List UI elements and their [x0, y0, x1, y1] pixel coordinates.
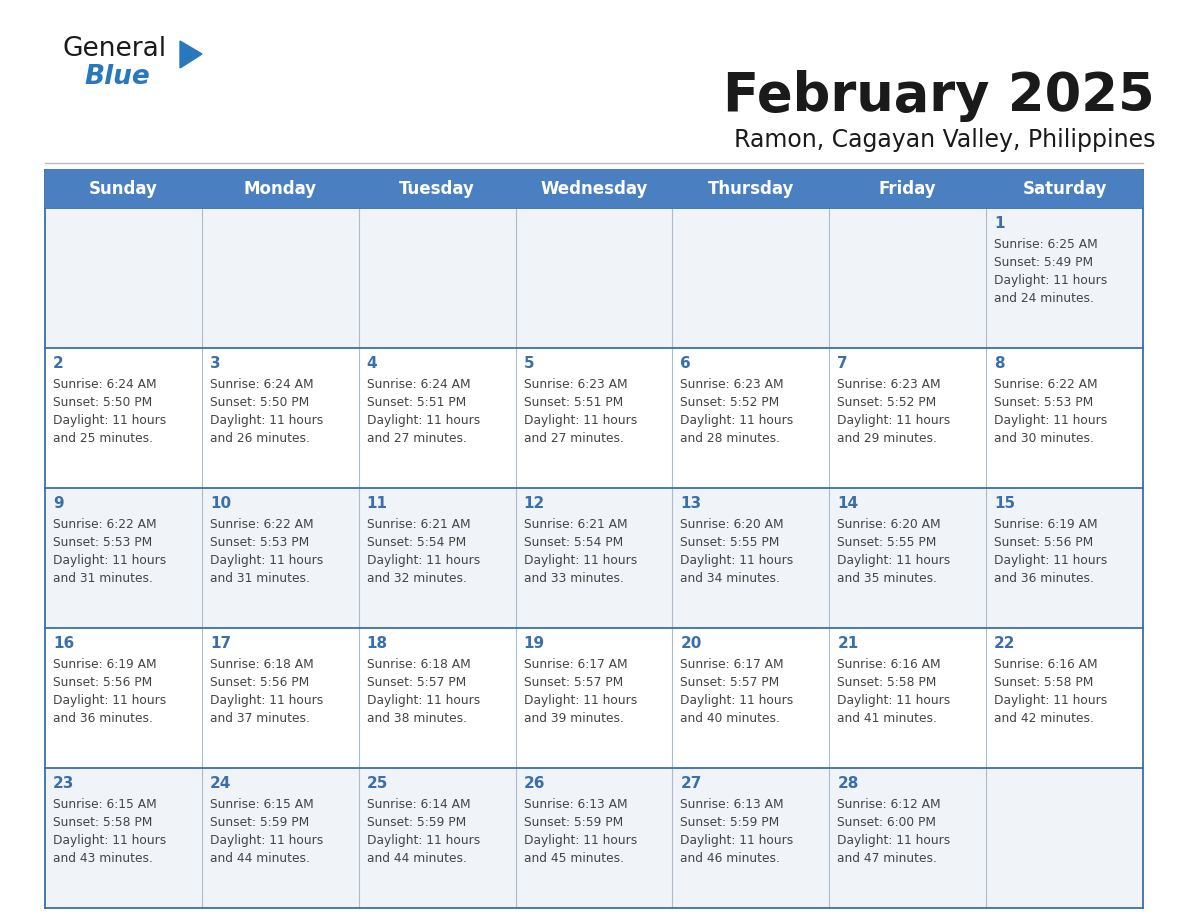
Text: Sunrise: 6:19 AM
Sunset: 5:56 PM
Daylight: 11 hours
and 36 minutes.: Sunrise: 6:19 AM Sunset: 5:56 PM Dayligh… [53, 658, 166, 725]
Text: 1: 1 [994, 216, 1005, 231]
Text: 21: 21 [838, 636, 859, 651]
Text: Sunrise: 6:16 AM
Sunset: 5:58 PM
Daylight: 11 hours
and 41 minutes.: Sunrise: 6:16 AM Sunset: 5:58 PM Dayligh… [838, 658, 950, 725]
Text: Wednesday: Wednesday [541, 180, 647, 198]
Text: 24: 24 [210, 776, 232, 791]
Text: 27: 27 [681, 776, 702, 791]
Text: 11: 11 [367, 496, 387, 511]
Text: February 2025: February 2025 [723, 70, 1155, 122]
Text: 6: 6 [681, 356, 691, 371]
Text: 22: 22 [994, 636, 1016, 651]
Text: Sunrise: 6:20 AM
Sunset: 5:55 PM
Daylight: 11 hours
and 34 minutes.: Sunrise: 6:20 AM Sunset: 5:55 PM Dayligh… [681, 518, 794, 585]
Text: 2: 2 [53, 356, 64, 371]
Text: Sunrise: 6:18 AM
Sunset: 5:57 PM
Daylight: 11 hours
and 38 minutes.: Sunrise: 6:18 AM Sunset: 5:57 PM Dayligh… [367, 658, 480, 725]
Text: 13: 13 [681, 496, 702, 511]
Bar [45, 348, 1143, 488]
Text: Sunrise: 6:24 AM
Sunset: 5:50 PM
Daylight: 11 hours
and 25 minutes.: Sunrise: 6:24 AM Sunset: 5:50 PM Dayligh… [53, 378, 166, 445]
Bar [45, 208, 1143, 348]
Text: Sunrise: 6:17 AM
Sunset: 5:57 PM
Daylight: 11 hours
and 40 minutes.: Sunrise: 6:17 AM Sunset: 5:57 PM Dayligh… [681, 658, 794, 725]
Text: Sunrise: 6:13 AM
Sunset: 5:59 PM
Daylight: 11 hours
and 45 minutes.: Sunrise: 6:13 AM Sunset: 5:59 PM Dayligh… [524, 798, 637, 865]
Text: Sunrise: 6:17 AM
Sunset: 5:57 PM
Daylight: 11 hours
and 39 minutes.: Sunrise: 6:17 AM Sunset: 5:57 PM Dayligh… [524, 658, 637, 725]
Text: Sunrise: 6:15 AM
Sunset: 5:59 PM
Daylight: 11 hours
and 44 minutes.: Sunrise: 6:15 AM Sunset: 5:59 PM Dayligh… [210, 798, 323, 865]
Text: Thursday: Thursday [708, 180, 794, 198]
Text: Sunrise: 6:25 AM
Sunset: 5:49 PM
Daylight: 11 hours
and 24 minutes.: Sunrise: 6:25 AM Sunset: 5:49 PM Dayligh… [994, 238, 1107, 305]
Text: Sunrise: 6:24 AM
Sunset: 5:51 PM
Daylight: 11 hours
and 27 minutes.: Sunrise: 6:24 AM Sunset: 5:51 PM Dayligh… [367, 378, 480, 445]
Text: Sunrise: 6:23 AM
Sunset: 5:51 PM
Daylight: 11 hours
and 27 minutes.: Sunrise: 6:23 AM Sunset: 5:51 PM Dayligh… [524, 378, 637, 445]
Text: Sunrise: 6:23 AM
Sunset: 5:52 PM
Daylight: 11 hours
and 28 minutes.: Sunrise: 6:23 AM Sunset: 5:52 PM Dayligh… [681, 378, 794, 445]
Bar [45, 768, 1143, 908]
Text: 23: 23 [53, 776, 75, 791]
Text: 12: 12 [524, 496, 545, 511]
Text: 18: 18 [367, 636, 387, 651]
Text: Friday: Friday [879, 180, 936, 198]
Text: 17: 17 [210, 636, 230, 651]
Text: 19: 19 [524, 636, 544, 651]
Text: Sunday: Sunday [89, 180, 158, 198]
Text: 5: 5 [524, 356, 535, 371]
Text: Sunrise: 6:18 AM
Sunset: 5:56 PM
Daylight: 11 hours
and 37 minutes.: Sunrise: 6:18 AM Sunset: 5:56 PM Dayligh… [210, 658, 323, 725]
Polygon shape [181, 41, 202, 68]
Text: Sunrise: 6:23 AM
Sunset: 5:52 PM
Daylight: 11 hours
and 29 minutes.: Sunrise: 6:23 AM Sunset: 5:52 PM Dayligh… [838, 378, 950, 445]
Bar [45, 170, 1143, 208]
Text: Sunrise: 6:22 AM
Sunset: 5:53 PM
Daylight: 11 hours
and 31 minutes.: Sunrise: 6:22 AM Sunset: 5:53 PM Dayligh… [210, 518, 323, 585]
Text: Sunrise: 6:13 AM
Sunset: 5:59 PM
Daylight: 11 hours
and 46 minutes.: Sunrise: 6:13 AM Sunset: 5:59 PM Dayligh… [681, 798, 794, 865]
Text: Sunrise: 6:24 AM
Sunset: 5:50 PM
Daylight: 11 hours
and 26 minutes.: Sunrise: 6:24 AM Sunset: 5:50 PM Dayligh… [210, 378, 323, 445]
Text: Blue: Blue [84, 64, 150, 90]
Text: Sunrise: 6:21 AM
Sunset: 5:54 PM
Daylight: 11 hours
and 33 minutes.: Sunrise: 6:21 AM Sunset: 5:54 PM Dayligh… [524, 518, 637, 585]
Text: Sunrise: 6:20 AM
Sunset: 5:55 PM
Daylight: 11 hours
and 35 minutes.: Sunrise: 6:20 AM Sunset: 5:55 PM Dayligh… [838, 518, 950, 585]
Text: Sunrise: 6:22 AM
Sunset: 5:53 PM
Daylight: 11 hours
and 31 minutes.: Sunrise: 6:22 AM Sunset: 5:53 PM Dayligh… [53, 518, 166, 585]
Text: 9: 9 [53, 496, 64, 511]
Text: Sunrise: 6:22 AM
Sunset: 5:53 PM
Daylight: 11 hours
and 30 minutes.: Sunrise: 6:22 AM Sunset: 5:53 PM Dayligh… [994, 378, 1107, 445]
Text: Sunrise: 6:16 AM
Sunset: 5:58 PM
Daylight: 11 hours
and 42 minutes.: Sunrise: 6:16 AM Sunset: 5:58 PM Dayligh… [994, 658, 1107, 725]
Text: 7: 7 [838, 356, 848, 371]
Text: 28: 28 [838, 776, 859, 791]
Text: 15: 15 [994, 496, 1016, 511]
Bar [45, 628, 1143, 768]
Text: Sunrise: 6:21 AM
Sunset: 5:54 PM
Daylight: 11 hours
and 32 minutes.: Sunrise: 6:21 AM Sunset: 5:54 PM Dayligh… [367, 518, 480, 585]
Text: 20: 20 [681, 636, 702, 651]
Text: Ramon, Cagayan Valley, Philippines: Ramon, Cagayan Valley, Philippines [733, 128, 1155, 152]
Text: Sunrise: 6:14 AM
Sunset: 5:59 PM
Daylight: 11 hours
and 44 minutes.: Sunrise: 6:14 AM Sunset: 5:59 PM Dayligh… [367, 798, 480, 865]
Text: Monday: Monday [244, 180, 317, 198]
Text: 3: 3 [210, 356, 221, 371]
Text: 10: 10 [210, 496, 230, 511]
Text: General: General [62, 36, 166, 62]
Text: Sunrise: 6:12 AM
Sunset: 6:00 PM
Daylight: 11 hours
and 47 minutes.: Sunrise: 6:12 AM Sunset: 6:00 PM Dayligh… [838, 798, 950, 865]
Text: 26: 26 [524, 776, 545, 791]
Bar [45, 488, 1143, 628]
Text: Sunrise: 6:15 AM
Sunset: 5:58 PM
Daylight: 11 hours
and 43 minutes.: Sunrise: 6:15 AM Sunset: 5:58 PM Dayligh… [53, 798, 166, 865]
Text: Tuesday: Tuesday [399, 180, 475, 198]
Text: 4: 4 [367, 356, 378, 371]
Text: 16: 16 [53, 636, 74, 651]
Text: 8: 8 [994, 356, 1005, 371]
Text: 14: 14 [838, 496, 859, 511]
Text: Saturday: Saturday [1023, 180, 1107, 198]
Text: 25: 25 [367, 776, 388, 791]
Text: Sunrise: 6:19 AM
Sunset: 5:56 PM
Daylight: 11 hours
and 36 minutes.: Sunrise: 6:19 AM Sunset: 5:56 PM Dayligh… [994, 518, 1107, 585]
